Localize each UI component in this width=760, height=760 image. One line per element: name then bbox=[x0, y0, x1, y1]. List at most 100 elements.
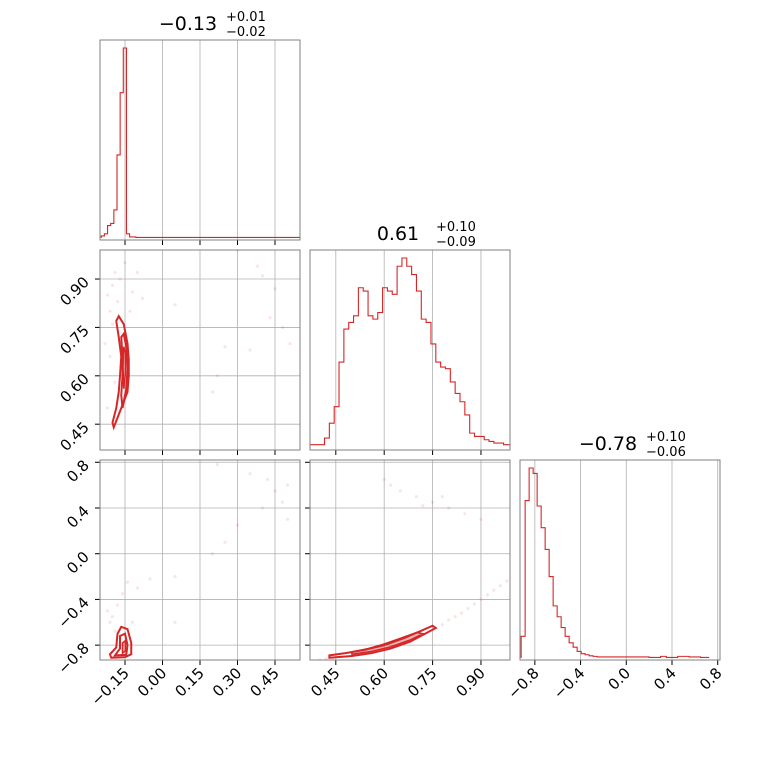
x-tick-label: 0.00 bbox=[134, 664, 170, 700]
panel-frame bbox=[99, 459, 301, 661]
scatter-point bbox=[285, 517, 290, 522]
y-tick-label: 0.0 bbox=[63, 548, 93, 578]
scatter-point bbox=[113, 270, 117, 275]
scatter-point bbox=[223, 345, 227, 349]
contour-level-2 bbox=[120, 331, 129, 409]
title-lower-error: −0.02 bbox=[226, 25, 266, 40]
scatter-point bbox=[447, 618, 451, 622]
panel-frame bbox=[309, 459, 511, 661]
histogram-1 bbox=[100, 47, 300, 239]
scatter-point bbox=[135, 586, 140, 590]
scatter-point bbox=[215, 374, 220, 378]
scatter-point bbox=[108, 309, 112, 313]
scatter-point bbox=[108, 354, 112, 359]
panel-title: −0.78 bbox=[579, 433, 637, 455]
scatter-point bbox=[110, 614, 115, 619]
scatter-point bbox=[260, 506, 265, 510]
scatter-point bbox=[130, 620, 135, 624]
y-tick-label: 0.4 bbox=[63, 502, 93, 532]
panel-frame bbox=[99, 39, 301, 241]
scatter-point bbox=[105, 406, 110, 410]
contour-level-2 bbox=[112, 632, 129, 657]
scatter-point bbox=[120, 592, 125, 596]
x-tick-label: 0.90 bbox=[452, 664, 488, 700]
scatter-point bbox=[130, 290, 135, 294]
y-tick-label: 0.75 bbox=[56, 322, 92, 358]
panel-frame bbox=[519, 459, 721, 661]
scatter-point bbox=[103, 341, 107, 346]
x-tick-label: 0.60 bbox=[356, 664, 392, 700]
contour-level-1 bbox=[108, 625, 133, 659]
scatter-point bbox=[421, 504, 425, 508]
x-tick-label: 0.30 bbox=[209, 664, 245, 700]
x-tick-label: 0.4 bbox=[650, 664, 680, 694]
scatter-point bbox=[223, 540, 227, 544]
contour-level-2 bbox=[351, 631, 426, 656]
scatter-point bbox=[288, 341, 292, 346]
hist-panel-3: −0.8 −0.4 0.0 0.4 0.8 −0.78 +0.10−0.06 bbox=[504, 430, 725, 703]
histogram-2 bbox=[310, 257, 510, 448]
hist-panel-2: 0.61 +0.10−0.09 bbox=[309, 220, 511, 455]
title-upper-error: +0.10 bbox=[436, 220, 476, 235]
contour-level-3 bbox=[122, 346, 127, 389]
scatter-point bbox=[110, 283, 115, 288]
scatter-point bbox=[255, 264, 260, 268]
title-value: −0.78 bbox=[579, 433, 637, 455]
x-tick-label: −0.15 bbox=[88, 664, 133, 709]
panel-title: 0.61 bbox=[377, 223, 419, 245]
scatter-point bbox=[453, 614, 457, 619]
contour-level-3 bbox=[121, 639, 127, 655]
scatter-point bbox=[108, 620, 112, 624]
scatter-point bbox=[210, 390, 215, 394]
scatter-point bbox=[398, 489, 402, 493]
scatter-point bbox=[440, 622, 444, 627]
scatter-point bbox=[492, 588, 496, 592]
scatter-point bbox=[285, 483, 290, 487]
title-lower-error: −0.06 bbox=[646, 445, 686, 460]
scatter-point bbox=[268, 316, 272, 320]
title-value: −0.13 bbox=[159, 13, 217, 35]
scatter-panel-2-1: 0.45 0.60 0.75 0.90 bbox=[56, 249, 301, 455]
scatter-point bbox=[105, 293, 110, 297]
scatter-point bbox=[460, 611, 464, 615]
scatter-panel-3-2-plot-area bbox=[310, 460, 510, 660]
scatter-point bbox=[505, 579, 509, 583]
scatter-point bbox=[173, 620, 177, 624]
scatter-point bbox=[466, 606, 470, 611]
scatter-point bbox=[173, 303, 177, 307]
scatter-point bbox=[123, 261, 127, 265]
scatter-point bbox=[389, 483, 393, 487]
y-tick-label: −0.8 bbox=[54, 639, 92, 677]
y-tick-label: 0.45 bbox=[56, 418, 92, 454]
panel-title: −0.13 bbox=[159, 13, 217, 35]
x-tick-label: −0.4 bbox=[550, 664, 588, 702]
scatter-point bbox=[135, 270, 140, 275]
scatter-point bbox=[485, 593, 490, 597]
x-tick-label: 0.75 bbox=[404, 664, 440, 700]
y-tick-label: 0.8 bbox=[63, 456, 93, 486]
histogram-3 bbox=[520, 467, 710, 659]
scatter-point bbox=[280, 500, 285, 504]
hist-panel-1-plot-area bbox=[100, 40, 300, 240]
x-tick-label: 0.0 bbox=[605, 664, 635, 694]
x-tick-label: 0.8 bbox=[696, 664, 726, 694]
title-upper-error: +0.01 bbox=[226, 10, 266, 25]
scatter-point bbox=[115, 603, 120, 607]
scatter-panel-3-1-plot-area bbox=[100, 460, 300, 660]
scatter-point bbox=[324, 657, 328, 660]
scatter-point bbox=[440, 494, 444, 499]
x-tick-label: −0.8 bbox=[504, 664, 542, 702]
scatter-panel-3-1: −0.15 0.00 0.15 0.30 0.45 −0.8 −0.4 0.0 0.4 0.8 bbox=[54, 456, 301, 709]
scatter-point bbox=[140, 296, 145, 300]
scatter-point bbox=[113, 629, 117, 634]
scatter-point bbox=[463, 512, 467, 516]
contour-level-1 bbox=[111, 314, 130, 431]
x-tick-label: 0.15 bbox=[171, 664, 207, 700]
scatter-point bbox=[472, 602, 477, 606]
scatter-point bbox=[248, 472, 252, 476]
scatter-point bbox=[113, 380, 117, 384]
scatter-point bbox=[479, 597, 483, 602]
title-value: 0.61 bbox=[377, 223, 419, 245]
x-tick-label: 0.45 bbox=[246, 664, 282, 700]
